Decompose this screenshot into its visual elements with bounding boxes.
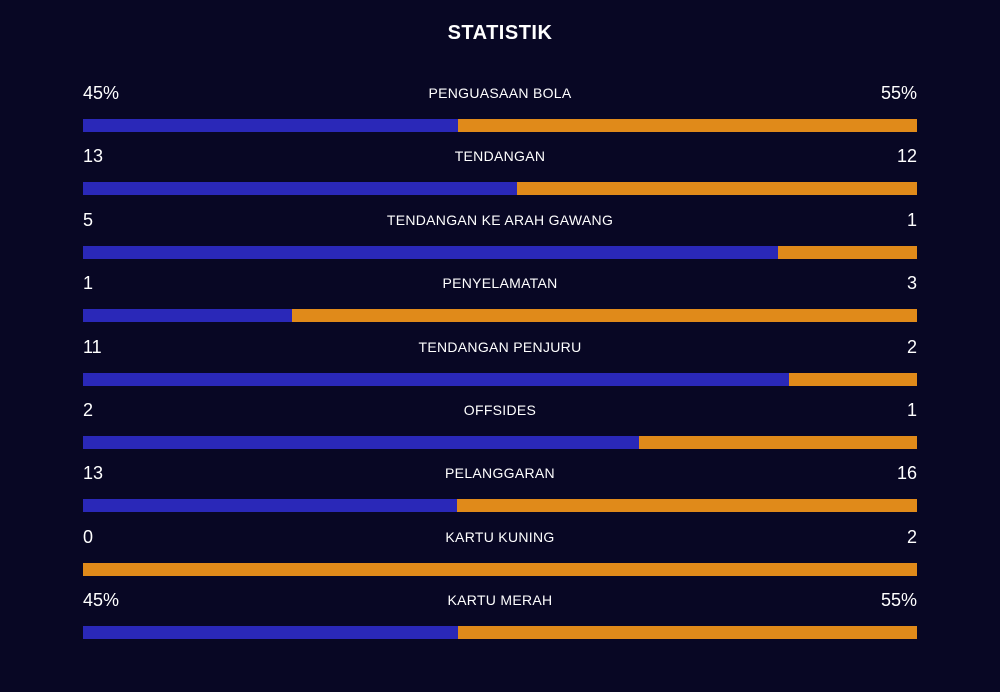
comparison-bar (83, 119, 917, 132)
stat-header: 2 OFFSIDES 1 (83, 396, 917, 426)
away-value: 1 (906, 399, 917, 420)
stat-label: PENYELAMATAN (442, 275, 558, 292)
stat-row: 45% KARTU MERAH 55% (83, 586, 917, 649)
home-bar-segment (83, 499, 457, 513)
home-value: 13 (83, 146, 104, 167)
away-bar-segment (777, 245, 917, 259)
home-value: 5 (83, 209, 94, 230)
stat-row: 11 TENDANGAN PENJURU 2 (83, 333, 917, 396)
away-bar-segment (516, 182, 917, 196)
home-bar-segment (83, 435, 640, 449)
stat-label: TENDANGAN (454, 148, 546, 165)
away-value: 55% (880, 83, 917, 103)
stat-label: TENDANGAN KE ARAH GAWANG (386, 211, 614, 228)
home-bar-segment (83, 309, 292, 323)
home-bar-segment (83, 182, 517, 196)
comparison-bar (83, 372, 917, 386)
home-value: 13 (83, 463, 104, 484)
home-bar-segment (83, 626, 459, 640)
comparison-bar (83, 245, 917, 259)
stat-header: 1 PENYELAMATAN 3 (83, 269, 917, 299)
stat-header: 45% PENGUASAAN BOLA 55% (83, 79, 917, 109)
stat-header: 13 PELANGGARAN 16 (83, 459, 917, 489)
away-bar-segment (83, 562, 917, 576)
home-value: 11 (83, 336, 102, 357)
comparison-bar (83, 182, 917, 196)
stat-label: KARTU MERAH (447, 592, 553, 609)
stat-header: 45% KARTU MERAH 55% (83, 586, 917, 616)
comparison-bar (83, 309, 917, 323)
away-bar-segment (639, 435, 917, 449)
home-value: 45% (83, 83, 120, 103)
away-bar-segment (458, 626, 917, 640)
home-value: 45% (83, 590, 120, 611)
stat-row: 1 PENYELAMATAN 3 (83, 269, 917, 332)
stat-label: TENDANGAN PENJURU (418, 338, 582, 355)
comparison-bar (83, 499, 917, 513)
away-value: 2 (906, 336, 917, 357)
stat-label: PELANGGARAN (445, 465, 555, 482)
comparison-bar (83, 626, 917, 640)
away-bar-segment (458, 119, 917, 132)
stat-row: 0 KARTU KUNING 2 (83, 523, 917, 586)
stat-header: 11 TENDANGAN PENJURU 2 (83, 333, 917, 363)
stat-header: 0 KARTU KUNING 2 (83, 523, 917, 553)
home-value: 0 (83, 526, 94, 547)
stat-row: 45% PENGUASAAN BOLA 55% (83, 79, 917, 142)
stat-row: 5 TENDANGAN KE ARAH GAWANG 1 (83, 206, 917, 269)
away-bar-segment (788, 372, 917, 386)
home-value: 2 (83, 399, 94, 420)
stat-row: 13 TENDANGAN 12 (83, 142, 917, 205)
stat-row: 2 OFFSIDES 1 (83, 396, 917, 459)
away-value: 1 (906, 209, 917, 230)
away-value: 3 (906, 273, 917, 294)
home-bar-segment (83, 119, 459, 132)
stats-list: 45% PENGUASAAN BOLA 55% 13 TENDANGAN 12 5 TENDA… (83, 79, 917, 650)
home-value: 1 (83, 273, 94, 294)
away-value: 2 (906, 526, 917, 547)
stat-header: 5 TENDANGAN KE ARAH GAWANG 1 (83, 206, 917, 236)
stat-row: 13 PELANGGARAN 16 (83, 459, 917, 522)
stat-label: KARTU KUNING (445, 528, 555, 545)
away-bar-segment (456, 499, 917, 513)
stat-label: PENGUASAAN BOLA (428, 85, 572, 101)
home-bar-segment (83, 372, 789, 386)
stat-header: 13 TENDANGAN 12 (83, 142, 917, 172)
home-bar-segment (83, 245, 778, 259)
stat-label: OFFSIDES (463, 401, 537, 418)
page-title: STATISTIK (447, 22, 553, 44)
comparison-bar (83, 435, 917, 449)
away-value: 16 (896, 463, 917, 484)
away-bar-segment (291, 309, 917, 323)
comparison-bar (83, 562, 917, 576)
away-value: 12 (896, 146, 917, 167)
away-value: 55% (880, 590, 917, 611)
